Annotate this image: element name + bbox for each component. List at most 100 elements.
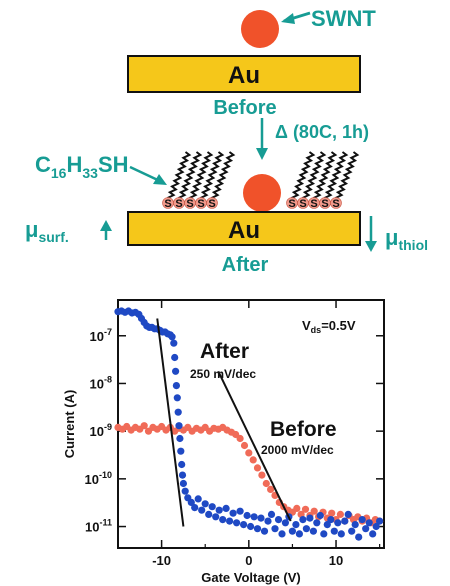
thiol-chain	[291, 151, 316, 199]
after-annotation-title: After	[200, 340, 249, 363]
data-point-after	[288, 527, 296, 535]
data-point-after	[274, 516, 283, 524]
data-point-after	[316, 511, 324, 520]
thiol-arrow-head	[153, 174, 167, 185]
thiol-chain	[335, 151, 360, 199]
data-point-after	[330, 527, 338, 535]
data-point-after	[267, 510, 276, 518]
thiol-chain	[302, 151, 327, 199]
sulfur-symbol: S	[175, 198, 182, 210]
data-point-after	[172, 367, 180, 375]
data-point-before	[336, 510, 344, 518]
data-point-before	[140, 422, 148, 430]
y-tick-label: 10-7	[90, 327, 112, 344]
data-point-before	[328, 509, 336, 517]
data-point-after	[260, 527, 269, 535]
data-point-after	[170, 339, 178, 347]
data-point-after	[309, 527, 317, 535]
data-point-after	[247, 522, 255, 531]
thiol-chains-right	[291, 151, 360, 199]
thiol-chain	[324, 151, 349, 199]
mu-thiol-label: μthiol	[385, 225, 428, 253]
data-point-after	[205, 510, 213, 518]
series-after	[114, 307, 384, 541]
data-point-after	[243, 511, 251, 520]
mu-surf-arrow-head	[100, 220, 112, 231]
data-point-after	[295, 530, 303, 538]
data-point-after	[302, 525, 310, 533]
data-point-after	[208, 503, 216, 511]
data-point-after	[320, 530, 328, 538]
data-point-after	[191, 504, 199, 512]
data-point-after	[198, 506, 206, 514]
data-point-before	[267, 485, 275, 493]
mu-thiol-arrow-head	[365, 241, 377, 252]
thiol-chain	[167, 151, 192, 199]
sulfur-atom	[206, 197, 218, 209]
vds-label: Vds=0.5V	[302, 318, 356, 335]
sulfur-symbol: S	[186, 198, 193, 210]
data-point-after	[264, 517, 272, 525]
sulfur-symbol: S	[288, 198, 295, 210]
data-point-after	[292, 521, 300, 529]
after-slope-line	[156, 318, 185, 527]
data-point-after	[253, 525, 262, 533]
x-tick-label: 0	[245, 553, 252, 568]
data-point-after	[215, 506, 223, 514]
before-annotation-slope: 2000 mV/dec	[261, 443, 334, 457]
data-point-after	[219, 516, 227, 524]
data-point-before	[249, 456, 257, 464]
data-point-after	[229, 509, 237, 517]
au-electrode-after	[127, 211, 361, 246]
data-point-after	[323, 521, 331, 529]
thiol-chain	[313, 151, 338, 199]
sulfur-atom	[330, 197, 342, 209]
data-point-after	[306, 514, 314, 522]
data-point-after	[212, 513, 220, 521]
anneal-step: Δ (80C, 1h)	[256, 118, 369, 160]
data-point-before	[245, 449, 253, 457]
data-point-after	[257, 514, 265, 522]
anneal-arrow-head	[256, 148, 268, 160]
swnt-tube-after	[243, 174, 281, 212]
sulfur-symbol: S	[332, 198, 339, 210]
thiol-chain	[200, 151, 225, 199]
data-point-before	[293, 504, 301, 512]
swnt-tube-before	[241, 10, 279, 48]
data-point-after	[187, 498, 195, 506]
data-point-before	[262, 479, 270, 488]
data-point-after	[181, 487, 189, 495]
before-slope-line	[217, 370, 292, 522]
mu-surf-label: μsurf.	[25, 217, 69, 245]
after-annotation-slope: 250 mV/dec	[190, 367, 256, 381]
data-point-after	[201, 500, 209, 508]
sulfur-symbol: S	[208, 198, 215, 210]
data-point-after	[226, 517, 234, 525]
series-before	[114, 422, 384, 527]
data-point-after	[176, 434, 184, 443]
swnt-label: SWNT	[311, 6, 376, 31]
y-tick-label: 10-8	[90, 374, 112, 391]
data-point-after	[365, 519, 373, 527]
sulfur-symbol: S	[164, 198, 171, 210]
data-point-after	[358, 516, 366, 524]
sulfur-symbol: S	[321, 198, 328, 210]
y-tick-label: 10-9	[90, 422, 112, 439]
fit-lines	[156, 318, 292, 527]
data-point-after	[299, 516, 307, 524]
thiol-label: C16H33SH	[35, 152, 129, 181]
thiol-chains-left	[167, 151, 236, 199]
thiol-chain	[178, 151, 203, 199]
data-point-after	[372, 522, 380, 531]
schematic-before: SWNT Au Before	[127, 6, 376, 119]
thiol-chain	[189, 151, 214, 199]
data-point-after	[168, 333, 176, 341]
data-point-after	[172, 382, 180, 390]
data-point-after	[222, 504, 230, 512]
data-point-after	[376, 517, 384, 525]
swnt-arrow-head	[281, 13, 295, 24]
data-point-after	[351, 521, 359, 529]
data-point-after	[173, 394, 181, 402]
data-point-after	[271, 525, 279, 533]
